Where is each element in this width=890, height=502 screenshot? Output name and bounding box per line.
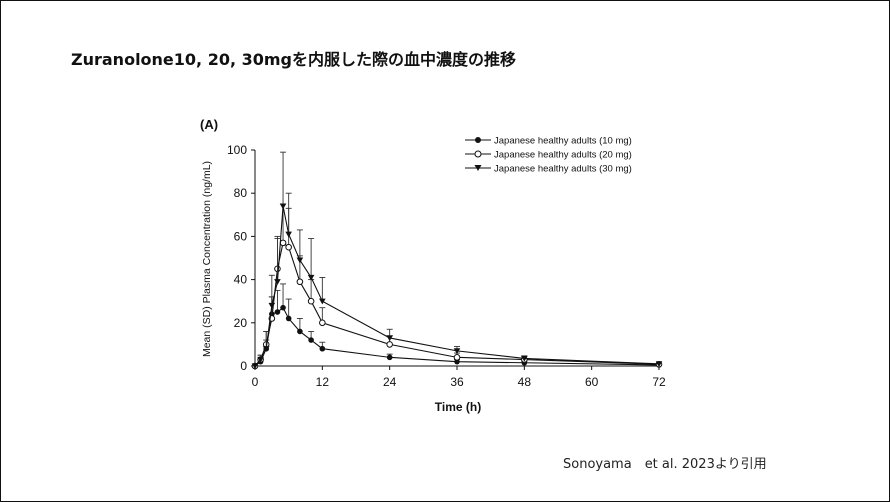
x-ticks: 0 12 24 36 48 60 72: [252, 366, 666, 389]
axes: [254, 150, 659, 367]
data-point: [453, 354, 461, 361]
data-point: [319, 298, 326, 305]
x-tick-label: 36: [450, 375, 464, 389]
legend-label-10mg: Japanese healthy adults (10 mg): [494, 136, 632, 147]
x-tick-label: 72: [652, 375, 666, 389]
data-point: [655, 361, 663, 368]
y-tick-label: 0: [240, 359, 247, 373]
data-point: [307, 297, 315, 305]
y-tick-label: 60: [234, 229, 248, 243]
data-point: [386, 354, 393, 361]
y-tick-label: 40: [234, 273, 248, 287]
series-line: [254, 206, 660, 367]
data-point: [285, 243, 292, 251]
legend-entry-20mg: Japanese healthy adults (20 mg): [465, 150, 632, 161]
data-point: [279, 239, 287, 247]
data-point: [521, 355, 528, 362]
x-tick-label: 48: [518, 375, 532, 389]
data-point: [280, 304, 286, 311]
legend-marker-triangle-down: [474, 165, 482, 171]
data-point: [319, 319, 326, 327]
data-point: [274, 309, 281, 315]
legend-marker-open-circle: [474, 150, 482, 158]
data-point: [274, 279, 281, 285]
x-axis-label: Time (h): [435, 400, 481, 414]
legend-entry-30mg: Japanese healthy adults (30 mg): [465, 164, 632, 175]
legend-marker-filled-circle: [475, 137, 481, 143]
y-ticks: 0 20 40 60 80 100: [227, 143, 255, 373]
data-point: [262, 346, 270, 352]
data-point: [307, 274, 315, 281]
data-point: [279, 203, 287, 210]
data-point: [297, 328, 303, 335]
x-tick-label: 0: [252, 375, 259, 389]
legend-label-30mg: Japanese healthy adults (30 mg): [494, 164, 632, 175]
legend: Japanese healthy adults (10 mg) Japanese…: [465, 136, 632, 175]
series-30mg: [251, 151, 663, 370]
citation: Sonoyama et al. 2023より引用: [563, 457, 767, 472]
data-point: [268, 302, 276, 309]
x-tick-label: 60: [585, 375, 599, 389]
series-layer: [251, 151, 663, 370]
data-point: [257, 356, 264, 363]
data-point: [319, 345, 326, 352]
x-tick-label: 12: [316, 375, 330, 389]
slide-title: Zuranolone10, 20, 30mgを内服した際の血中濃度の推移: [71, 50, 517, 69]
y-tick-label: 100: [227, 143, 247, 157]
y-tick-label: 20: [234, 316, 248, 330]
y-axis-label: Mean (SD) Plasma Concentration (ng/mL): [201, 161, 213, 357]
data-point: [296, 278, 304, 286]
panel-label: (A): [200, 117, 218, 132]
data-point: [251, 363, 259, 370]
series-20mg: [251, 203, 663, 370]
legend-entry-10mg: Japanese healthy adults (10 mg): [465, 136, 632, 147]
data-point: [285, 231, 292, 238]
legend-label-20mg: Japanese healthy adults (20 mg): [494, 150, 632, 161]
data-point: [386, 341, 393, 348]
x-tick-label: 24: [383, 375, 397, 389]
data-point: [453, 348, 461, 355]
y-tick-label: 80: [234, 186, 248, 200]
data-point: [308, 337, 314, 343]
data-point: [285, 315, 292, 322]
data-point: [296, 257, 304, 264]
data-point: [386, 335, 393, 342]
